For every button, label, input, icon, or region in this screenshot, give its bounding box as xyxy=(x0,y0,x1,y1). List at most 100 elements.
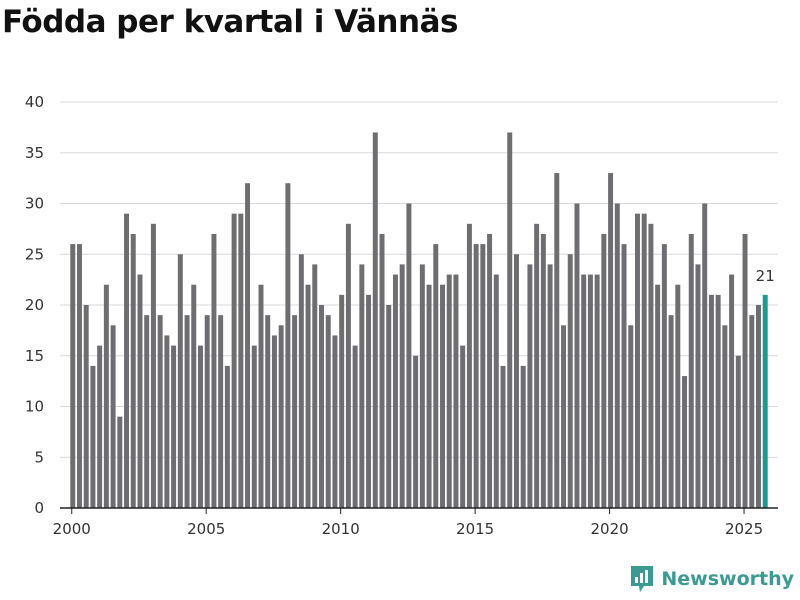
bar xyxy=(581,274,587,508)
brand-logo[interactable]: Newsworthy xyxy=(629,564,794,594)
bar xyxy=(594,274,600,508)
bar xyxy=(513,254,519,508)
bar xyxy=(735,355,741,508)
bar xyxy=(466,223,472,509)
bar xyxy=(655,284,661,508)
bar xyxy=(312,264,318,508)
bar xyxy=(292,315,298,508)
bar xyxy=(426,284,432,508)
bar xyxy=(608,173,614,509)
bar xyxy=(150,223,156,509)
bar xyxy=(406,203,412,508)
bar xyxy=(258,284,264,508)
bar xyxy=(177,254,183,508)
bar xyxy=(715,294,721,508)
bar xyxy=(224,365,230,508)
bar xyxy=(359,264,365,508)
x-tick-label: 2000 xyxy=(53,520,91,538)
bar xyxy=(574,203,580,508)
bar xyxy=(218,315,224,508)
bar xyxy=(446,274,452,508)
y-tick-label: 5 xyxy=(34,448,44,466)
bar xyxy=(708,294,714,508)
bar xyxy=(238,213,244,508)
annotations: 21 xyxy=(756,267,775,285)
data-label-latest: 21 xyxy=(756,267,775,285)
bar xyxy=(729,274,735,508)
bar xyxy=(561,325,567,508)
bar xyxy=(191,284,197,508)
bar xyxy=(386,305,392,508)
x-tick-label: 2010 xyxy=(322,520,360,538)
bars xyxy=(70,132,768,509)
bar xyxy=(648,223,654,509)
bar xyxy=(668,315,674,508)
x-axis: 2000 2005 2010 2015 2020 2025 xyxy=(53,507,778,538)
bar xyxy=(392,274,398,508)
bar xyxy=(675,284,681,508)
bar xyxy=(130,233,136,508)
x-tick-label: 2015 xyxy=(456,520,494,538)
bar xyxy=(305,284,311,508)
bar xyxy=(278,325,284,508)
bar xyxy=(641,213,647,508)
bar xyxy=(756,305,761,508)
bar xyxy=(285,183,291,508)
bar xyxy=(211,233,217,508)
bar xyxy=(500,365,506,508)
bar xyxy=(628,325,634,508)
bar xyxy=(164,335,170,508)
bar xyxy=(480,244,486,508)
x-tick-label: 2020 xyxy=(590,520,628,538)
bar xyxy=(419,264,425,508)
bar xyxy=(473,244,479,508)
y-tick-label: 20 xyxy=(25,296,44,314)
chart-title: Födda per kvartal i Vännäs xyxy=(2,4,458,40)
bar xyxy=(90,365,96,508)
bar xyxy=(171,345,177,508)
bar xyxy=(695,264,701,508)
bar xyxy=(722,325,728,508)
bar xyxy=(245,183,251,508)
bar xyxy=(520,365,526,508)
bar xyxy=(433,244,439,508)
y-tick-label: 40 xyxy=(25,93,44,111)
bar xyxy=(298,254,304,508)
y-tick-label: 25 xyxy=(25,245,44,263)
bar xyxy=(487,233,493,508)
bar xyxy=(325,315,331,508)
y-tick-label: 15 xyxy=(25,347,44,365)
bar xyxy=(271,335,277,508)
bar xyxy=(493,274,499,508)
bar xyxy=(547,264,553,508)
bar xyxy=(614,203,620,508)
bar xyxy=(124,213,130,508)
bar xyxy=(339,294,345,508)
bar xyxy=(83,305,89,508)
bar xyxy=(231,213,237,508)
bar xyxy=(534,223,540,509)
bar xyxy=(540,233,546,508)
y-axis-ticks: 0 5 10 15 20 25 30 35 40 xyxy=(25,93,44,517)
bar xyxy=(399,264,405,508)
x-tick-label: 2025 xyxy=(725,520,763,538)
bar xyxy=(601,233,607,508)
bar xyxy=(70,244,76,508)
newsworthy-logo-icon xyxy=(631,566,654,592)
bar xyxy=(682,376,688,508)
bar xyxy=(507,132,513,508)
bar xyxy=(137,274,143,508)
bar xyxy=(198,345,203,508)
bar xyxy=(634,213,640,508)
bar xyxy=(117,416,123,508)
bar xyxy=(366,294,372,508)
bar xyxy=(527,264,533,508)
bar xyxy=(345,223,351,509)
bar xyxy=(372,132,378,508)
x-tick-label: 2005 xyxy=(187,520,225,538)
bar xyxy=(413,355,419,508)
bar xyxy=(332,335,338,508)
bar xyxy=(157,315,163,508)
y-tick-label: 10 xyxy=(25,398,44,416)
